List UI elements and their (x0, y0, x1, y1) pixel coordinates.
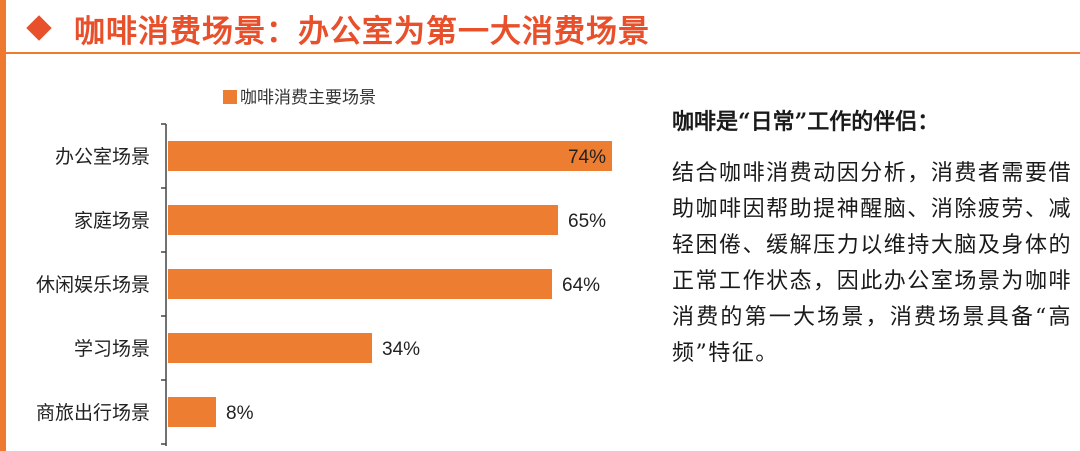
header-divider (6, 52, 1080, 54)
value-label: 34% (382, 339, 420, 360)
bar (168, 141, 612, 171)
bar (168, 269, 552, 299)
chart-legend: 咖啡消费主要场景 (223, 88, 376, 107)
value-label: 65% (568, 211, 606, 232)
category-label: 办公室场景 (55, 146, 150, 168)
bar (168, 397, 216, 427)
value-label: 8% (226, 403, 254, 424)
bar (168, 333, 372, 363)
category-label: 学习场景 (74, 338, 150, 360)
page-title: 咖啡消费场景：办公室为第一大消费场景 (74, 13, 650, 50)
left-accent-rule (0, 0, 6, 451)
bars (168, 141, 612, 427)
diamond-icon (26, 15, 52, 41)
category-label: 家庭场景 (74, 210, 150, 232)
side-panel: 咖啡是“日常”工作的伴侣： 结合咖啡消费动因分析，消费者需要借助咖啡因帮助提神醒… (672, 104, 1072, 372)
legend-label: 咖啡消费主要场景 (240, 88, 376, 107)
category-label: 休闲娱乐场景 (36, 274, 150, 296)
value-label: 64% (562, 275, 600, 296)
value-label: 74% (568, 147, 606, 168)
header: 咖啡消费场景：办公室为第一大消费场景 (22, 6, 650, 50)
category-label: 商旅出行场景 (36, 402, 150, 424)
side-panel-body: 结合咖啡消费动因分析，消费者需要借助咖啡因帮助提神醒脑、消除疲劳、减轻困倦、缓解… (672, 161, 1072, 366)
category-axis (161, 123, 167, 446)
value-labels: 74% 65% 64% 34% 8% (226, 147, 606, 424)
legend-swatch (223, 90, 237, 104)
bar (168, 205, 558, 235)
side-panel-title: 咖啡是“日常”工作的伴侣： (672, 109, 940, 135)
